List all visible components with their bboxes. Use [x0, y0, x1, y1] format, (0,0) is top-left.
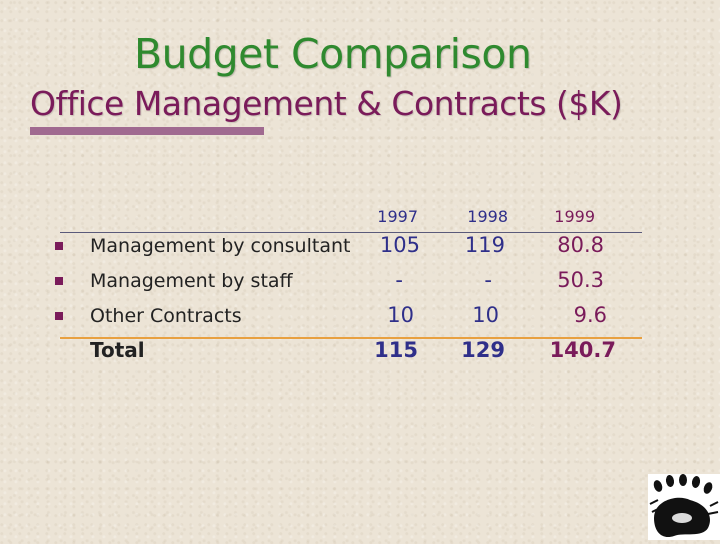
total-label: Total [90, 338, 145, 362]
slide-title: Budget Comparison [134, 30, 532, 78]
row-label: Management by consultant [90, 235, 351, 257]
cell-1999: 50.3 [557, 268, 604, 292]
title-underline [30, 127, 264, 135]
year-header-1998: 1998 [467, 207, 508, 226]
cell-1997: 10 [387, 303, 414, 327]
total-1997: 115 [374, 338, 418, 362]
year-header-1997: 1997 [377, 207, 418, 226]
cell-1999: 9.6 [573, 303, 607, 327]
cell-1999: 80.8 [557, 233, 604, 257]
cell-1998: 10 [472, 303, 499, 327]
total-rule [60, 337, 642, 339]
bullet-icon [55, 242, 63, 250]
total-1999: 140.7 [549, 338, 616, 362]
header-rule [60, 232, 642, 233]
row-label: Management by staff [90, 270, 293, 292]
cell-1997: - [395, 268, 403, 292]
slide-subtitle: Office Management & Contracts ($K) [30, 84, 623, 123]
total-1998: 129 [461, 338, 505, 362]
cell-1998: - [484, 268, 492, 292]
bullet-icon [55, 312, 63, 320]
cell-1997: 105 [379, 233, 420, 257]
row-label: Other Contracts [90, 305, 242, 327]
year-header-1999: 1999 [554, 207, 595, 226]
paw-prints-logo-icon [648, 474, 720, 540]
bullet-icon [55, 277, 63, 285]
cell-1998: 119 [464, 233, 505, 257]
